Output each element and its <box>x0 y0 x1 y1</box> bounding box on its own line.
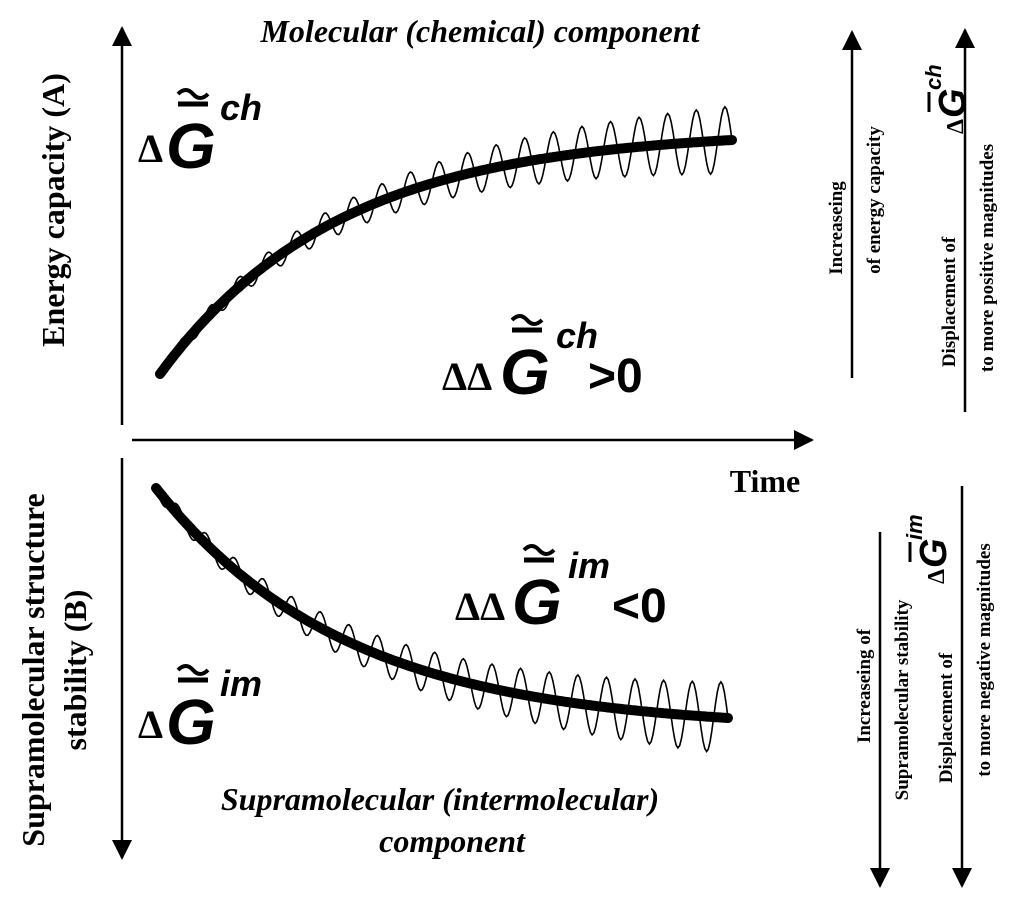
g-symbol: G <box>166 686 216 758</box>
delta-glyph: Δ <box>138 702 163 747</box>
superscript-ch: ch <box>220 87 262 128</box>
bottom-panel-title-line1: Supramolecular (intermolecular) <box>221 781 659 817</box>
g-symbol: G <box>512 566 562 638</box>
negative-displacement-text-line2: to more negative magnitudes <box>974 543 995 776</box>
chemical-trend-curve <box>155 135 737 379</box>
less-than-zero: <0 <box>612 580 667 633</box>
delta-glyph: Δ <box>138 126 163 171</box>
tilde <box>176 88 210 100</box>
supramolecular-change-label: ΔΔ G im <0 <box>455 544 667 638</box>
negative-displacement-indicator: Displacement of to more negative magnitu… <box>902 486 995 888</box>
superscript-ch: ch <box>921 64 946 90</box>
supramolecular-trend-curve <box>151 483 733 723</box>
stability-increase-text-line2: Supramolecular stability <box>892 599 913 800</box>
tilde <box>510 314 544 326</box>
time-axis-label: Time <box>730 463 801 499</box>
rotated-free-energy-symbol-im: Δ G im <box>902 514 955 584</box>
g-symbol: G <box>166 110 216 182</box>
energy-increase-text-line2: of energy capacity <box>864 126 885 274</box>
positive-displacement-text-line2: to more positive magnitudes <box>977 144 998 372</box>
energy-axis-label: Energy capacity (A) <box>35 73 71 347</box>
rotated-free-energy-symbol-ch: Δ G ch <box>921 64 974 134</box>
double-delta-glyph: ΔΔ <box>455 584 505 629</box>
tilde <box>176 664 210 676</box>
g-symbol: G <box>500 336 550 408</box>
negative-displacement-text-line1: Displacement of <box>936 652 957 783</box>
double-delta-glyph: ΔΔ <box>442 354 492 399</box>
energy-increase-indicator: Increaseing of energy capacity <box>826 30 885 378</box>
stability-increase-text-line1: Increaseing of <box>854 628 875 743</box>
superscript-im: im <box>902 514 927 540</box>
greater-than-zero: >0 <box>588 350 643 403</box>
tilde <box>522 544 556 556</box>
g-symbol: G <box>913 538 955 568</box>
energy-increase-text-line1: Increaseing <box>826 181 847 275</box>
delta-glyph: Δ <box>943 119 969 134</box>
supramolecular-free-energy-label: Δ G im <box>138 663 262 758</box>
positive-displacement-text-line1: Displacement of <box>939 236 960 367</box>
superscript-im: im <box>568 545 610 586</box>
stability-axis-label-line1: Supramolecular structure <box>15 493 51 846</box>
positive-displacement-indicator: Displacement of to more positive magnitu… <box>921 28 998 412</box>
top-panel-title: Molecular (chemical) component <box>259 13 700 49</box>
chemical-change-label: ΔΔ G ch >0 <box>442 314 643 408</box>
stability-axis-label-line2: stability (B) <box>57 590 93 751</box>
g-symbol: G <box>932 88 974 118</box>
delta-glyph: Δ <box>924 569 950 584</box>
superscript-ch: ch <box>556 315 598 356</box>
chemical-free-energy-label: Δ G ch <box>138 87 262 182</box>
bottom-panel-title-line2: component <box>379 823 526 859</box>
superscript-im: im <box>220 663 262 704</box>
stability-increase-indicator: Increaseing of Supramolecular stability <box>854 532 913 888</box>
